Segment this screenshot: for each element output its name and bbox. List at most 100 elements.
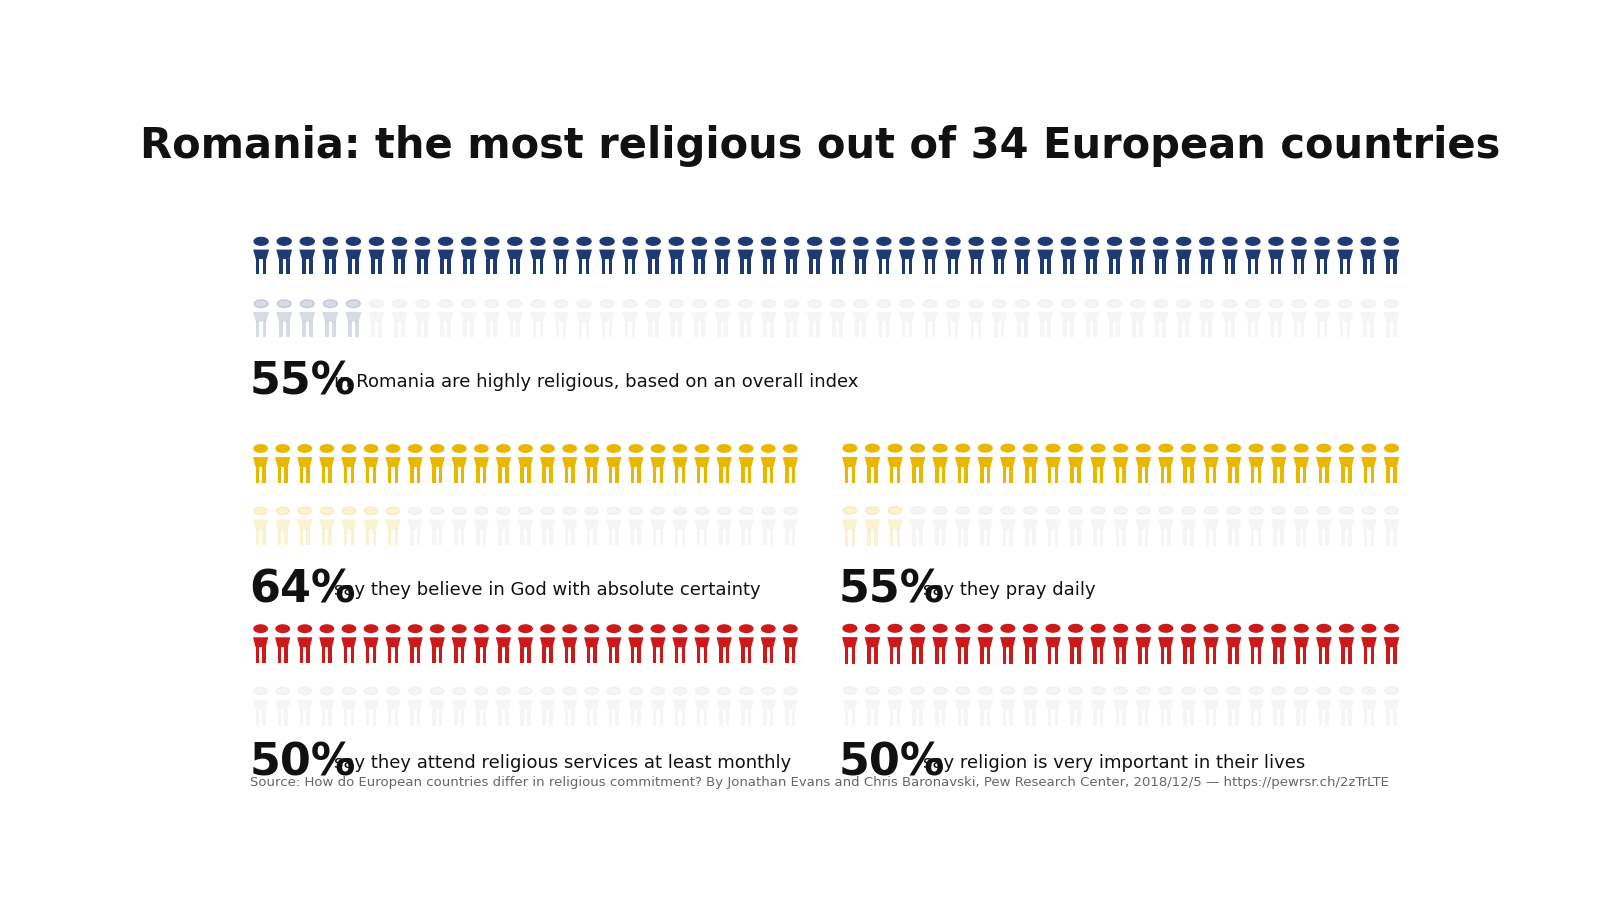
Polygon shape bbox=[1176, 249, 1192, 259]
Bar bbox=[1278, 321, 1282, 337]
Circle shape bbox=[1061, 300, 1075, 308]
Bar bbox=[349, 259, 352, 274]
Bar bbox=[654, 321, 659, 337]
Polygon shape bbox=[782, 699, 798, 709]
Bar bbox=[483, 709, 486, 725]
Bar bbox=[555, 321, 560, 337]
Circle shape bbox=[1272, 507, 1285, 514]
Polygon shape bbox=[1226, 637, 1242, 647]
Circle shape bbox=[1024, 445, 1037, 452]
Circle shape bbox=[1038, 238, 1053, 245]
Circle shape bbox=[1091, 625, 1106, 632]
Polygon shape bbox=[1067, 699, 1083, 710]
Bar bbox=[387, 529, 392, 545]
Bar bbox=[1115, 647, 1118, 663]
Bar bbox=[1024, 321, 1027, 337]
Bar bbox=[416, 709, 421, 725]
Bar bbox=[486, 321, 490, 337]
Polygon shape bbox=[760, 519, 776, 529]
Circle shape bbox=[438, 238, 453, 245]
Text: 64%: 64% bbox=[250, 568, 357, 611]
Bar bbox=[637, 467, 642, 483]
Circle shape bbox=[739, 625, 754, 633]
Bar bbox=[726, 647, 730, 663]
Circle shape bbox=[693, 300, 706, 308]
Circle shape bbox=[392, 238, 406, 245]
Bar bbox=[616, 647, 619, 663]
Polygon shape bbox=[496, 519, 510, 529]
Polygon shape bbox=[298, 519, 312, 529]
Bar bbox=[890, 710, 893, 726]
Bar bbox=[682, 647, 685, 663]
Circle shape bbox=[430, 445, 443, 452]
Bar bbox=[1070, 647, 1074, 663]
Bar bbox=[1026, 529, 1029, 545]
Bar bbox=[331, 259, 336, 274]
Polygon shape bbox=[1362, 519, 1376, 529]
Bar bbox=[987, 710, 990, 726]
Circle shape bbox=[277, 300, 291, 308]
Bar bbox=[542, 647, 546, 663]
Polygon shape bbox=[1083, 249, 1099, 259]
Circle shape bbox=[1205, 625, 1218, 632]
Bar bbox=[1371, 467, 1374, 483]
Polygon shape bbox=[1384, 519, 1400, 529]
Polygon shape bbox=[717, 699, 731, 709]
Bar bbox=[741, 467, 744, 483]
Polygon shape bbox=[978, 457, 994, 467]
Bar bbox=[1274, 529, 1277, 545]
Bar bbox=[763, 647, 766, 663]
Bar bbox=[1190, 467, 1194, 483]
Polygon shape bbox=[438, 249, 454, 259]
Polygon shape bbox=[978, 519, 994, 529]
Circle shape bbox=[762, 445, 774, 452]
Polygon shape bbox=[1022, 637, 1038, 647]
Circle shape bbox=[320, 507, 333, 515]
Circle shape bbox=[1107, 238, 1122, 245]
Circle shape bbox=[784, 445, 797, 452]
Circle shape bbox=[784, 625, 797, 633]
Polygon shape bbox=[694, 637, 710, 647]
Polygon shape bbox=[1000, 519, 1016, 529]
Bar bbox=[309, 259, 312, 274]
Polygon shape bbox=[386, 457, 400, 467]
Bar bbox=[867, 647, 870, 663]
Polygon shape bbox=[1226, 699, 1242, 710]
Circle shape bbox=[1158, 687, 1173, 695]
Bar bbox=[845, 647, 848, 663]
Bar bbox=[698, 467, 701, 483]
Circle shape bbox=[1294, 687, 1309, 695]
Bar bbox=[1386, 647, 1390, 663]
Polygon shape bbox=[1136, 699, 1150, 710]
Bar bbox=[718, 529, 723, 545]
Polygon shape bbox=[576, 249, 592, 259]
Bar bbox=[350, 529, 354, 545]
Polygon shape bbox=[1136, 637, 1150, 647]
Bar bbox=[1122, 710, 1126, 726]
Bar bbox=[1054, 710, 1058, 726]
Bar bbox=[331, 321, 336, 337]
Circle shape bbox=[496, 445, 510, 452]
Bar bbox=[448, 321, 451, 337]
Bar bbox=[262, 647, 266, 663]
Circle shape bbox=[1250, 445, 1262, 452]
Bar bbox=[309, 321, 312, 337]
Circle shape bbox=[1317, 507, 1331, 514]
Bar bbox=[1099, 647, 1104, 663]
Bar bbox=[1115, 529, 1118, 545]
Bar bbox=[741, 259, 744, 274]
Bar bbox=[1363, 321, 1366, 337]
Polygon shape bbox=[429, 699, 445, 709]
Polygon shape bbox=[507, 312, 523, 321]
Circle shape bbox=[462, 300, 475, 308]
Bar bbox=[477, 529, 480, 545]
Polygon shape bbox=[672, 519, 688, 529]
Circle shape bbox=[830, 300, 845, 308]
Bar bbox=[1318, 710, 1322, 726]
Bar bbox=[378, 259, 382, 274]
Bar bbox=[526, 709, 531, 725]
Circle shape bbox=[739, 238, 752, 245]
Bar bbox=[486, 259, 490, 274]
Bar bbox=[256, 467, 259, 483]
Bar bbox=[718, 467, 723, 483]
